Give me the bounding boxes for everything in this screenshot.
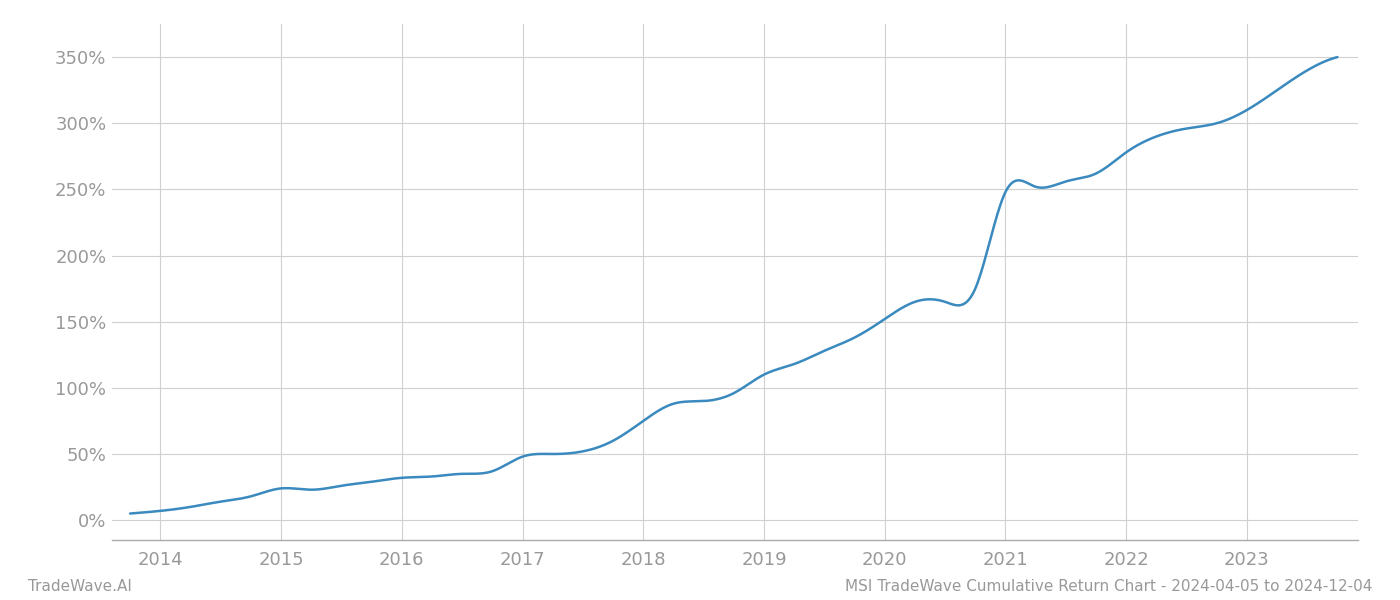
Text: MSI TradeWave Cumulative Return Chart - 2024-04-05 to 2024-12-04: MSI TradeWave Cumulative Return Chart - … [844,579,1372,594]
Text: TradeWave.AI: TradeWave.AI [28,579,132,594]
